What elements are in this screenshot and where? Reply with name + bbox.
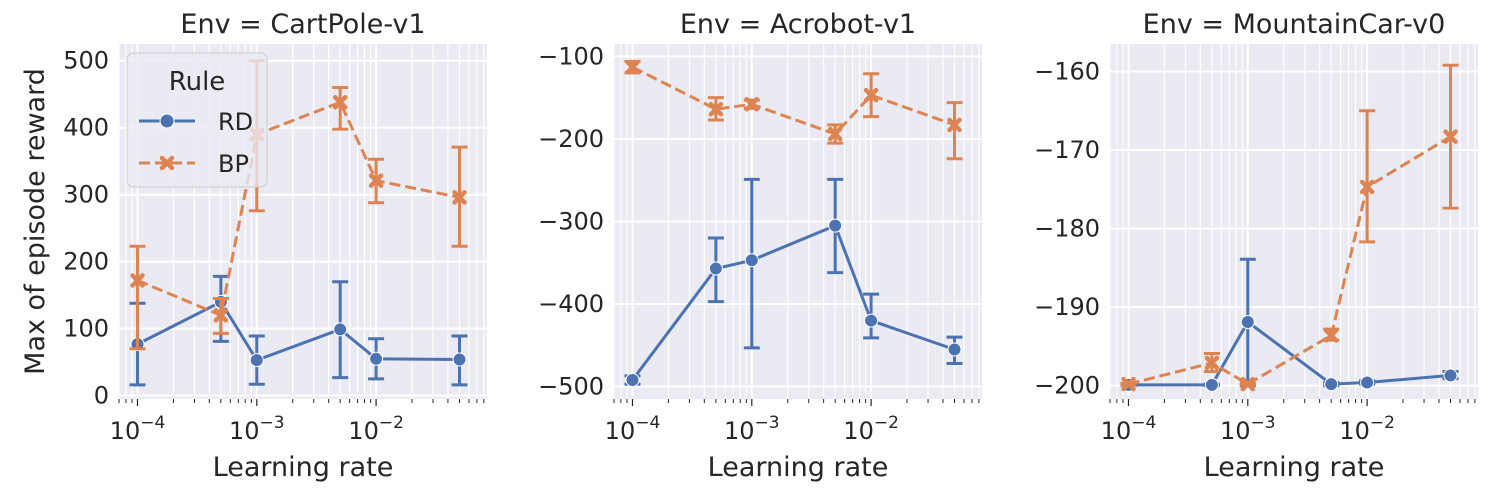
y-tick-label: −180 xyxy=(1034,215,1100,243)
series-line xyxy=(1128,135,1452,386)
y-tick-label: −400 xyxy=(538,290,604,318)
data-point xyxy=(1323,328,1339,343)
data-point xyxy=(452,190,467,205)
legend-label-rd: RD xyxy=(218,108,253,136)
y-axis-label: Max of episode reward xyxy=(20,68,51,375)
legend-box xyxy=(126,52,268,188)
data-point xyxy=(947,342,962,357)
panel-title: Env = MountainCar-v0 xyxy=(1143,9,1446,40)
data-point xyxy=(947,117,962,133)
plot-area xyxy=(1110,44,1478,399)
data-point xyxy=(1240,315,1255,330)
data-point xyxy=(1360,375,1375,390)
legend-marker xyxy=(159,155,175,171)
y-tick-label: 100 xyxy=(63,315,109,343)
data-point xyxy=(130,273,145,288)
y-tick-label: −300 xyxy=(538,208,604,236)
data-point xyxy=(213,308,229,323)
y-tick-label: −500 xyxy=(538,373,604,401)
x-axis-label: Learning rate xyxy=(213,452,394,483)
x-tick-label: 10−3 xyxy=(1220,413,1276,445)
series-rd xyxy=(624,177,963,388)
data-point xyxy=(452,352,467,367)
series-line xyxy=(631,223,955,381)
data-point xyxy=(708,261,723,276)
x-axis-label: Learning rate xyxy=(708,452,889,483)
data-point xyxy=(1204,355,1220,371)
data-point xyxy=(828,218,843,233)
data-point xyxy=(333,322,348,337)
data-point xyxy=(369,351,384,366)
panel-1: 10−4 10−3 10−2 0 100 200 300 400 500 Env = CartPo… xyxy=(20,9,487,483)
data-point xyxy=(708,101,724,117)
data-point xyxy=(1443,129,1458,144)
y-tick-label: 400 xyxy=(63,114,109,142)
series-bp xyxy=(624,59,963,161)
data-point xyxy=(744,253,759,268)
series-rd xyxy=(129,274,468,387)
panel-2: 10−4 10−3 10−2 −500 −400 −300 −200 −100 Env = Ac… xyxy=(538,9,982,483)
data-point xyxy=(368,173,384,188)
x-tick-label: 10−4 xyxy=(110,413,166,445)
legend-marker xyxy=(159,113,175,129)
series-line xyxy=(1128,319,1451,387)
data-point xyxy=(744,97,760,112)
panel-title: Env = Acrobot-v1 xyxy=(680,9,916,40)
panel-3: 10−4 10−3 10−2 −200 −190 −180 −170 −160 Env = Mo… xyxy=(1034,9,1478,483)
x-tick-label: 10−2 xyxy=(843,413,899,445)
panel-title: Env = CartPole-v1 xyxy=(180,9,425,40)
y-tick-label: −160 xyxy=(1034,57,1100,85)
series-rd xyxy=(1120,257,1459,392)
x-tick-label: 10−2 xyxy=(348,413,404,445)
legend: Rule RD BP xyxy=(126,52,268,188)
data-point xyxy=(1204,377,1219,392)
y-tick-label: −190 xyxy=(1034,293,1100,321)
x-tick-label: 10−4 xyxy=(1101,413,1157,445)
y-tick-label: −100 xyxy=(538,42,604,70)
series-line xyxy=(136,299,460,363)
y-tick-label: −200 xyxy=(538,125,604,153)
y-tick-label: −200 xyxy=(1034,372,1100,400)
series-bp xyxy=(1120,63,1459,392)
data-point xyxy=(249,353,264,368)
series-line xyxy=(136,100,460,318)
data-point xyxy=(625,59,640,75)
legend-label-bp: BP xyxy=(218,150,249,178)
x-tick-label: 10−3 xyxy=(724,413,780,445)
x-tick-label: 10−2 xyxy=(1339,413,1395,445)
x-axis-label: Learning rate xyxy=(1204,452,1385,483)
y-tick-label: 0 xyxy=(94,382,109,410)
data-point xyxy=(625,373,640,388)
data-point xyxy=(864,313,879,328)
data-point xyxy=(1359,179,1375,195)
data-point xyxy=(827,126,843,142)
data-point xyxy=(1443,368,1458,383)
y-tick-label: 300 xyxy=(63,181,109,209)
data-point xyxy=(332,95,348,110)
data-point xyxy=(1324,377,1339,392)
y-tick-label: −170 xyxy=(1034,136,1100,164)
y-tick-label: 500 xyxy=(63,47,109,75)
data-point xyxy=(863,87,879,103)
x-tick-label: 10−4 xyxy=(605,413,661,445)
legend-title: Rule xyxy=(169,67,226,97)
x-tick-label: 10−3 xyxy=(229,413,285,445)
data-point xyxy=(1121,376,1136,392)
y-tick-label: 200 xyxy=(63,248,109,276)
data-point xyxy=(1240,376,1256,392)
